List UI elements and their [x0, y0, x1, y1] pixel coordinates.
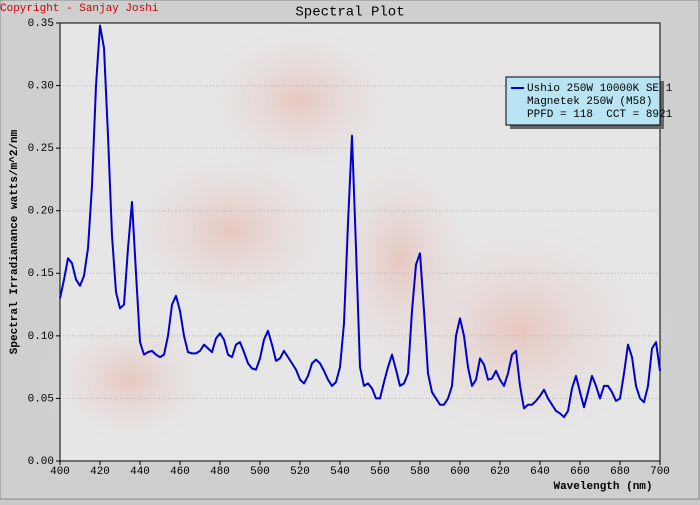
x-tick-label: 420	[90, 466, 110, 478]
x-tick-label: 600	[450, 466, 470, 478]
x-tick-label: 700	[650, 466, 670, 478]
y-tick-label: 0.25	[28, 143, 54, 155]
x-tick-label: 640	[530, 466, 550, 478]
x-tick-label: 400	[50, 466, 70, 478]
x-tick-label: 560	[370, 466, 390, 478]
y-tick-label: 0.20	[28, 206, 54, 218]
legend-note: Magnetek 250W (M58)	[527, 96, 652, 108]
x-tick-label: 440	[130, 466, 150, 478]
x-tick-label: 500	[250, 466, 270, 478]
x-tick-label: 460	[170, 466, 190, 478]
photo-background	[40, 20, 670, 450]
x-tick-label: 540	[330, 466, 350, 478]
y-tick-label: 0.05	[28, 393, 54, 405]
x-tick-label: 520	[290, 466, 310, 478]
y-tick-label: 0.30	[28, 80, 54, 92]
x-tick-label: 680	[610, 466, 630, 478]
x-axis-label: Wavelength (nm)	[553, 481, 652, 493]
y-tick-label: 0.15	[28, 268, 54, 280]
legend: Ushio 250W 10000K SE 1 Magnetek 250W (M5…	[505, 76, 673, 129]
series-line	[59, 24, 661, 419]
chart-title: Spectral Plot	[295, 5, 404, 21]
x-tick-label: 580	[410, 466, 430, 478]
x-tick-label: 480	[210, 466, 230, 478]
y-axis-label: Spectral Irradianance watts/m^2/nm	[9, 129, 21, 354]
legend-label: Ushio 250W 10000K SE 1	[527, 83, 673, 95]
legend-note: PPFD = 118 CCT = 8921	[527, 109, 673, 121]
y-tick-label: 0.00	[28, 456, 54, 468]
copyright: Copyright - Sanjay Joshi	[0, 3, 159, 15]
y-tick-label: 0.35	[28, 18, 54, 30]
legend-box	[505, 76, 661, 126]
x-tick-label: 620	[490, 466, 510, 478]
x-tick-label: 660	[570, 466, 590, 478]
plot-border	[59, 22, 661, 462]
y-tick-label: 0.10	[28, 331, 54, 343]
